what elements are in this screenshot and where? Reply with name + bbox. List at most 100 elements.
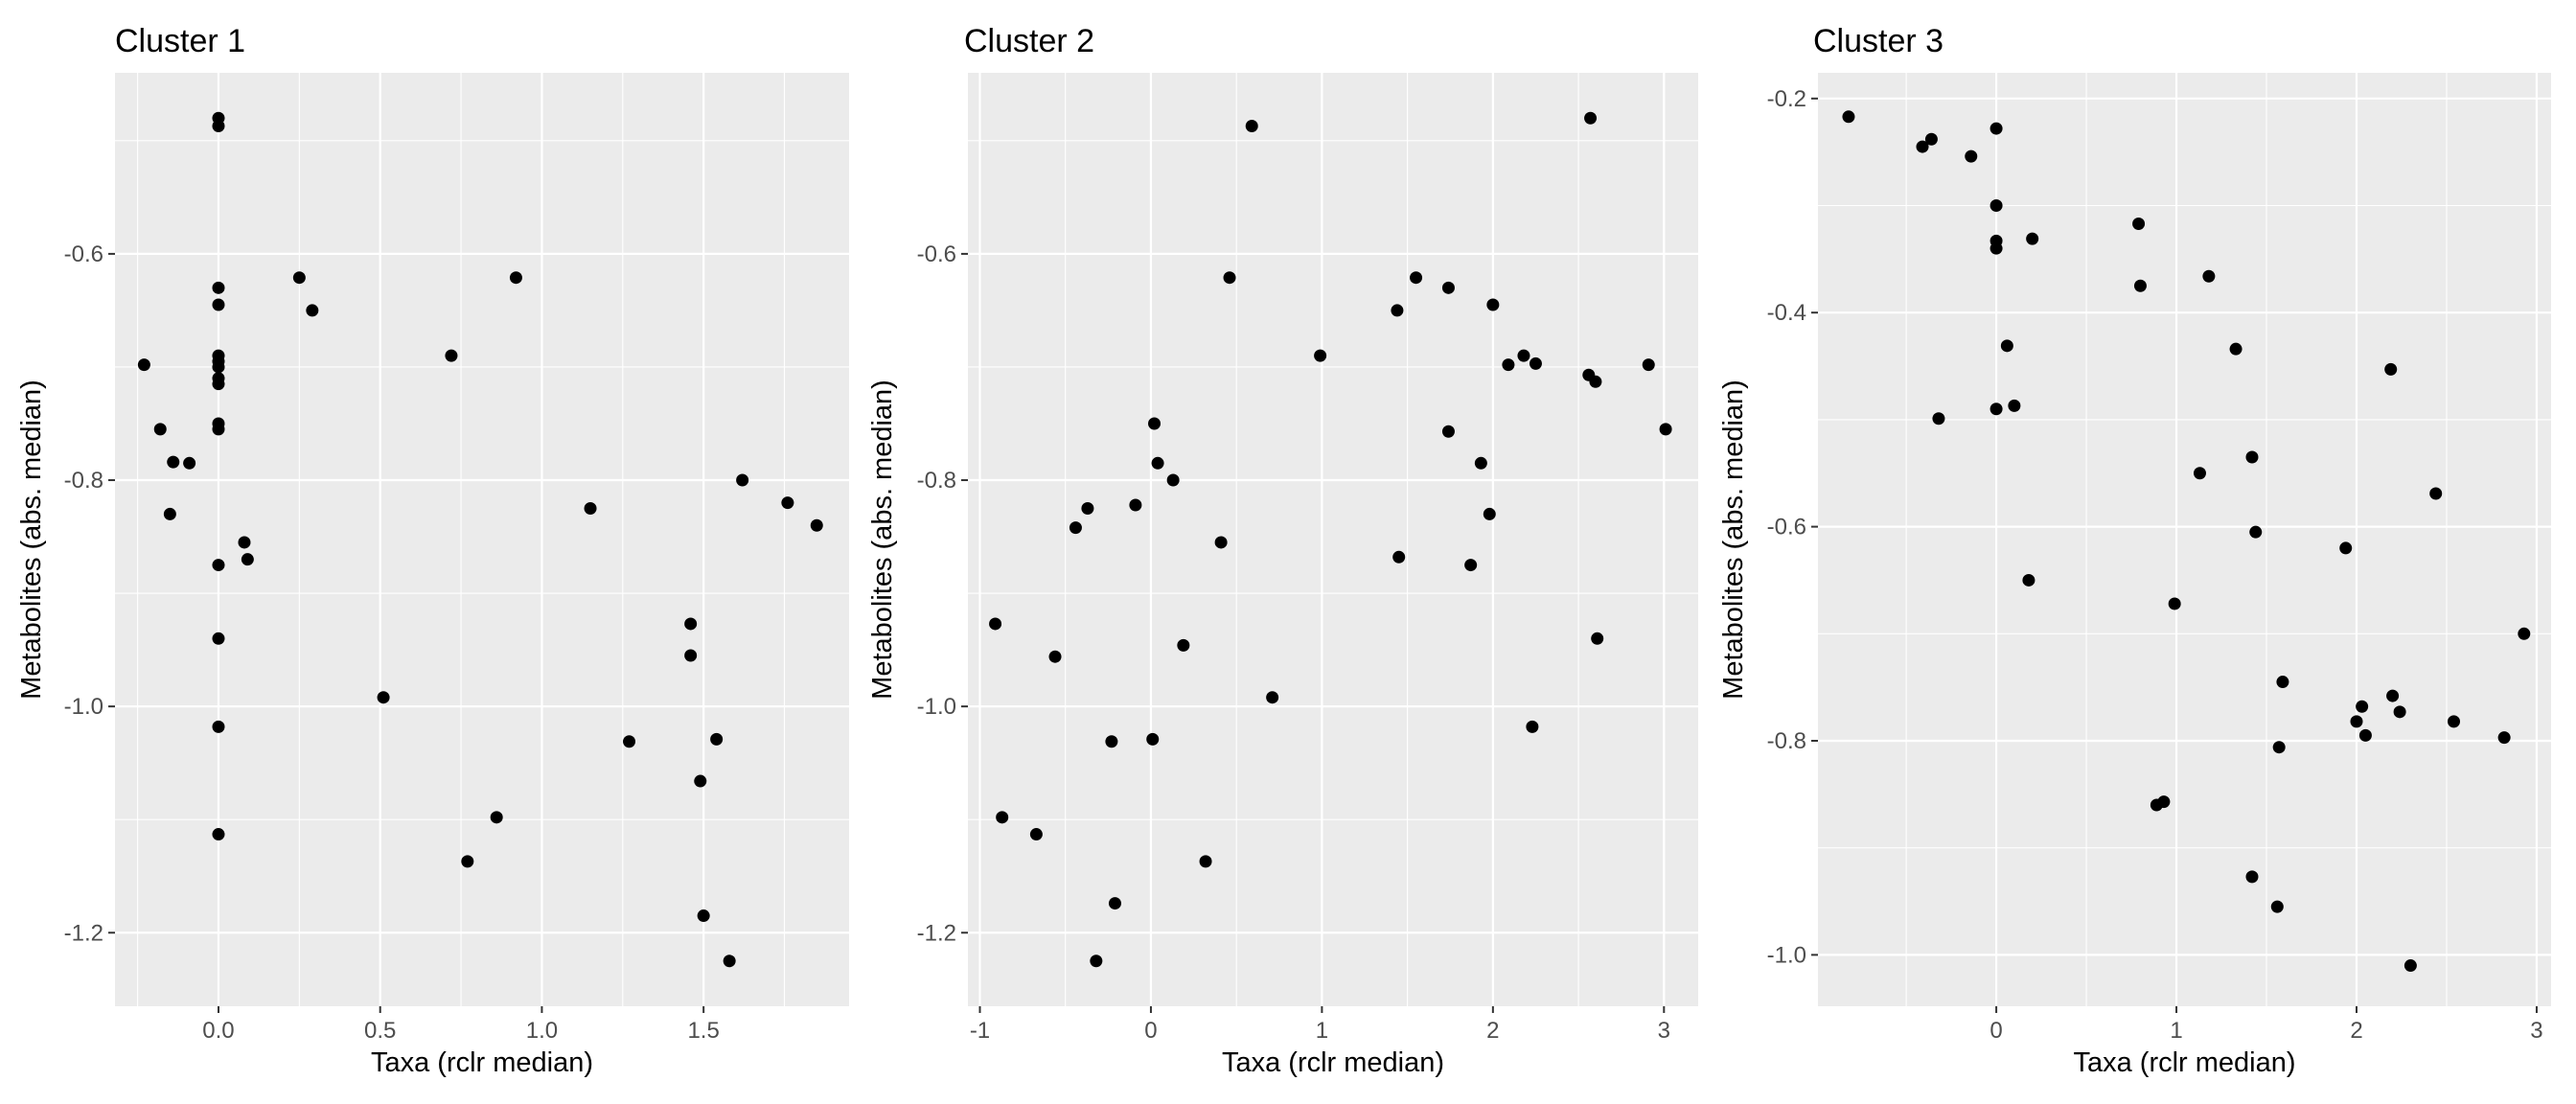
panel-title: Cluster 1 [115, 23, 245, 59]
data-point [445, 349, 458, 362]
data-point [2350, 715, 2363, 728]
data-point [1266, 691, 1279, 704]
data-point [2157, 795, 2171, 809]
data-point [2270, 900, 2284, 913]
data-point [2393, 705, 2406, 719]
data-point [292, 271, 306, 285]
data-point [1965, 150, 1978, 163]
data-point [490, 811, 503, 824]
data-point [241, 553, 254, 566]
data-point [1464, 559, 1478, 572]
data-point [1129, 498, 1142, 512]
data-point [212, 559, 225, 572]
data-point [1932, 412, 1945, 426]
data-point [697, 909, 710, 923]
x-axis-label: Taxa (rclr median) [1222, 1047, 1444, 1078]
data-point [2193, 467, 2206, 480]
data-point [2339, 541, 2353, 555]
y-tick-label: -0.6 [1767, 515, 1806, 540]
x-tick-label: 3 [2530, 1018, 2542, 1044]
y-tick-label: -1.0 [1767, 942, 1806, 968]
data-point [509, 271, 522, 285]
data-point [306, 304, 319, 317]
data-point [1990, 402, 2003, 416]
data-point [1029, 828, 1043, 841]
panel-title: Cluster 2 [964, 23, 1094, 59]
x-tick-label: 0.5 [364, 1018, 396, 1044]
data-point [996, 811, 1009, 824]
data-point [2429, 487, 2443, 500]
data-point [183, 456, 196, 470]
y-tick-label: -1.2 [917, 920, 956, 946]
y-tick-label: -0.8 [1767, 728, 1806, 754]
data-point [781, 496, 794, 510]
x-tick-label: -1 [970, 1018, 990, 1044]
panel-title: Cluster 3 [1813, 23, 1944, 59]
data-point [2132, 217, 2146, 230]
data-point [1108, 897, 1121, 910]
data-point [2168, 597, 2181, 610]
x-tick-label: 0 [1144, 1018, 1157, 1044]
data-point [694, 774, 707, 788]
data-point [1526, 720, 1539, 733]
data-point [2000, 339, 2013, 353]
data-point [1090, 954, 1103, 968]
data-point [1924, 132, 1938, 146]
y-axis-label: Metabolites (abs. median) [1718, 380, 1749, 700]
chart-panel-1: 0.0 0.5 1.0 1.5 -1.2 -1.0 -0.8 -0.6 Cluster 1 Tax… [16, 23, 849, 1078]
data-point [212, 828, 225, 841]
data-point [2008, 399, 2021, 412]
data-point [1081, 502, 1094, 516]
data-point [584, 502, 597, 516]
data-point [710, 732, 724, 746]
x-tick-label: 1 [1316, 1018, 1328, 1044]
data-point [1486, 298, 1500, 311]
data-point [2358, 728, 2372, 742]
data-point [1990, 199, 2003, 213]
data-point [1990, 242, 2003, 255]
data-point [2276, 676, 2289, 689]
x-axis-label: Taxa (rclr median) [2073, 1047, 2295, 1078]
y-tick-label: -1.0 [917, 694, 956, 720]
data-point [1391, 304, 1404, 317]
data-point [1502, 358, 1515, 372]
data-point [2272, 741, 2286, 754]
y-tick-label: -0.6 [917, 242, 956, 267]
data-point [2133, 279, 2147, 292]
y-tick-label: -0.6 [64, 242, 104, 267]
data-point [1177, 638, 1190, 652]
data-point [1069, 521, 1082, 535]
y-tick-label: -1.0 [64, 694, 104, 720]
x-tick-label: 2 [2350, 1018, 2362, 1044]
data-point [623, 735, 636, 748]
data-point [1214, 536, 1228, 549]
y-axis-label: Metabolites (abs. median) [16, 380, 47, 700]
data-point [238, 536, 251, 549]
data-point [212, 298, 225, 311]
data-point [2404, 959, 2417, 973]
data-point [167, 455, 180, 469]
data-point [1589, 375, 1602, 388]
x-tick-label: 0 [1990, 1018, 2002, 1044]
data-point [1392, 550, 1406, 564]
data-point [212, 119, 225, 132]
data-point [723, 954, 736, 968]
data-point [461, 855, 474, 868]
data-point [212, 281, 225, 294]
data-point [1441, 425, 1455, 438]
data-point [684, 649, 698, 662]
data-point [1916, 140, 1929, 153]
x-tick-label: 1.5 [687, 1018, 719, 1044]
panel-background [968, 73, 1698, 1006]
data-point [137, 358, 150, 372]
data-point [212, 360, 225, 374]
data-point [1223, 271, 1236, 285]
data-point [1441, 281, 1455, 294]
data-point [1146, 732, 1160, 746]
data-point [153, 423, 167, 436]
y-axis-label: Metabolites (abs. median) [867, 380, 898, 700]
data-point [212, 720, 225, 733]
y-tick-label: -0.4 [1767, 300, 1806, 326]
data-point [212, 378, 225, 391]
data-point [1166, 473, 1180, 487]
